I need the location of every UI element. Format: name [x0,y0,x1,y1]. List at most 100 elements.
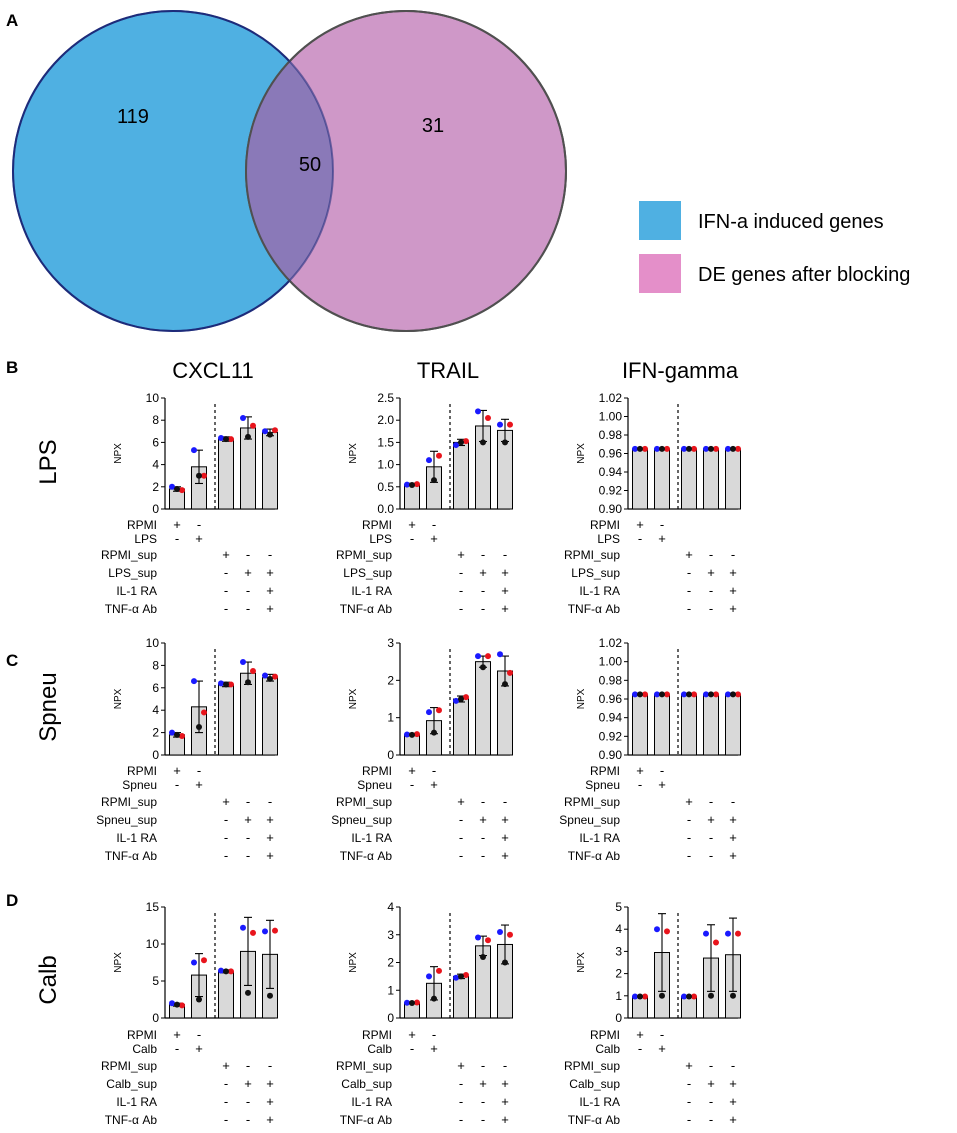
condition-sign: + [729,812,737,827]
condition-label: TNF-α Ab [340,602,393,616]
data-point [485,653,491,660]
bar [453,441,469,510]
condition-sign: + [222,1058,230,1073]
y-tick-label: 1.02 [599,391,623,405]
condition-sign: - [638,1041,642,1056]
condition-sign: - [224,601,228,616]
data-point [497,421,503,428]
condition-sign: + [266,1094,274,1109]
data-point [730,992,736,999]
condition-sign: + [501,830,509,845]
y-tick-label: 3 [387,928,394,942]
condition-sign: - [246,547,250,562]
data-point [691,993,697,1000]
condition-sign: - [660,517,664,532]
condition-label: IL-1 RA [351,1095,392,1109]
condition-sign: + [266,583,274,598]
condition-sign: - [224,583,228,598]
condition-sign: - [731,794,735,809]
condition-label: Spneu [585,778,620,792]
y-axis-label: NPX [113,443,124,464]
condition-sign: - [410,531,414,546]
chart-B-CXCL11: 0 2 4 6 8 10 NPX [113,391,278,516]
data-point [453,974,459,981]
panel-a: A 119 50 31 IFN-a induced genes DE genes… [6,10,910,332]
bar [240,672,256,756]
data-point [240,414,246,421]
data-point [475,653,481,660]
data-point [485,937,491,944]
y-tick-label: 0.94 [599,711,623,725]
data-point [272,673,278,680]
data-point [725,445,731,452]
column-title-trail: TRAIL [417,358,479,383]
data-point [267,675,273,682]
condition-sign: + [457,1058,465,1073]
y-tick-label: 1 [387,983,394,997]
data-point [475,934,481,941]
y-tick-label: 2 [387,956,394,970]
legend-swatch-ifn [639,201,681,240]
condition-label: LPS_sup [108,566,157,580]
condition-label: IL-1 RA [116,584,157,598]
condition-sign: + [195,777,203,792]
data-point [458,973,464,980]
data-point [664,691,670,698]
condition-sign: - [709,547,713,562]
bar [453,698,469,756]
condition-table: RPMI + -LPS - +RPMI_sup + - -LPS_sup - + +IL-1 RA -… [336,517,509,616]
condition-sign: + [729,1076,737,1091]
venn-right-count: 31 [422,115,444,137]
condition-sign: + [408,517,416,532]
data-point [169,483,175,490]
panel-letter-c: C [6,651,18,670]
condition-label: TNF-α Ab [105,1113,158,1127]
condition-sign: - [687,583,691,598]
data-point [250,668,256,674]
data-point [713,691,719,698]
condition-sign: + [501,565,509,580]
condition-sign: - [687,1094,691,1109]
condition-label: Spneu_sup [331,813,392,827]
data-point [262,672,268,679]
chart-D-CXCL11: 0 5 10 15 NPX [113,900,278,1025]
condition-sign: + [266,565,274,580]
condition-table: RPMI + -LPS - +RPMI_sup + - -LPS_sup - + +IL-1 RA -… [564,517,737,616]
condition-label: RPMI_sup [101,795,157,809]
bar [703,693,719,756]
data-point [201,957,207,964]
condition-sign: - [246,583,250,598]
condition-sign: - [638,531,642,546]
condition-label: RPMI [590,764,620,778]
condition-sign: - [432,517,436,532]
condition-label: RPMI_sup [564,795,620,809]
condition-label: RPMI_sup [564,1059,620,1073]
data-point [179,732,185,739]
y-axis-label: NPX [348,443,359,464]
condition-sign: + [729,1094,737,1109]
chart-C-CXCL11: 0 2 4 6 8 10 NPX [113,636,278,762]
condition-sign: + [244,812,252,827]
condition-label: TNF-α Ab [105,849,158,863]
y-tick-label: 1.5 [377,435,394,449]
data-point [436,707,442,714]
data-point [250,929,256,936]
y-axis-label: NPX [348,688,359,709]
y-tick-label: 0 [387,1011,394,1025]
data-point [201,709,207,716]
data-point [642,445,648,452]
condition-label: IL-1 RA [579,1095,620,1109]
data-point [245,989,251,996]
condition-sign: + [729,830,737,845]
y-tick-label: 4 [615,922,622,936]
condition-sign: + [266,848,274,863]
row-label-lps: LPS [35,439,62,484]
data-point [497,651,503,658]
condition-sign: - [481,583,485,598]
legend-label-ifn: IFN-a induced genes [698,211,884,233]
y-tick-label: 10 [146,636,160,650]
data-point [453,442,459,449]
condition-sign: - [638,777,642,792]
data-point [637,993,643,1000]
bar [654,448,670,510]
